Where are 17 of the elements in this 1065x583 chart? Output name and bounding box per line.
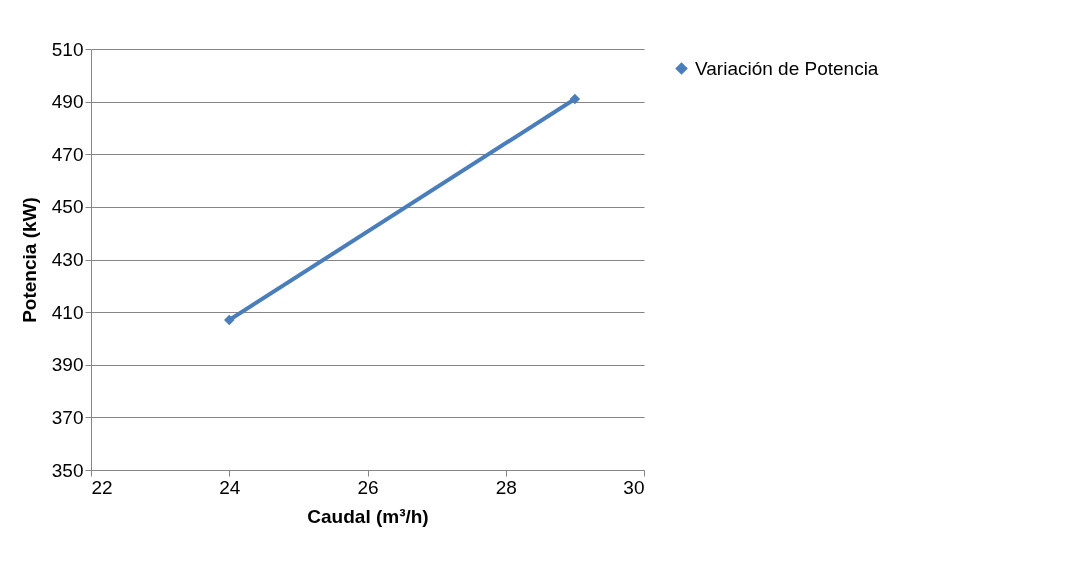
- y-tick-label: 390: [51, 354, 84, 376]
- y-tick-label: 470: [51, 143, 84, 165]
- y-axis-title: Potencia (kW): [18, 197, 40, 323]
- x-tick-label: 26: [357, 476, 379, 498]
- y-tick-label: 490: [51, 91, 84, 113]
- x-tick-label: 28: [495, 476, 517, 498]
- y-tick-label: 450: [51, 196, 84, 218]
- y-tick-label: 430: [51, 249, 84, 270]
- x-tick-label: 24: [219, 476, 241, 498]
- x-tick-label: 22: [91, 476, 113, 498]
- y-tick-label: 510: [51, 38, 84, 60]
- x-axis-title: Caudal (m³/h): [307, 505, 429, 527]
- y-tick-label: 410: [51, 301, 84, 323]
- y-tick-label: 370: [51, 406, 84, 428]
- x-tick-label: 30: [623, 476, 645, 498]
- legend-label: Variación de Potencia: [695, 57, 879, 79]
- y-tick-label: 350: [51, 459, 84, 481]
